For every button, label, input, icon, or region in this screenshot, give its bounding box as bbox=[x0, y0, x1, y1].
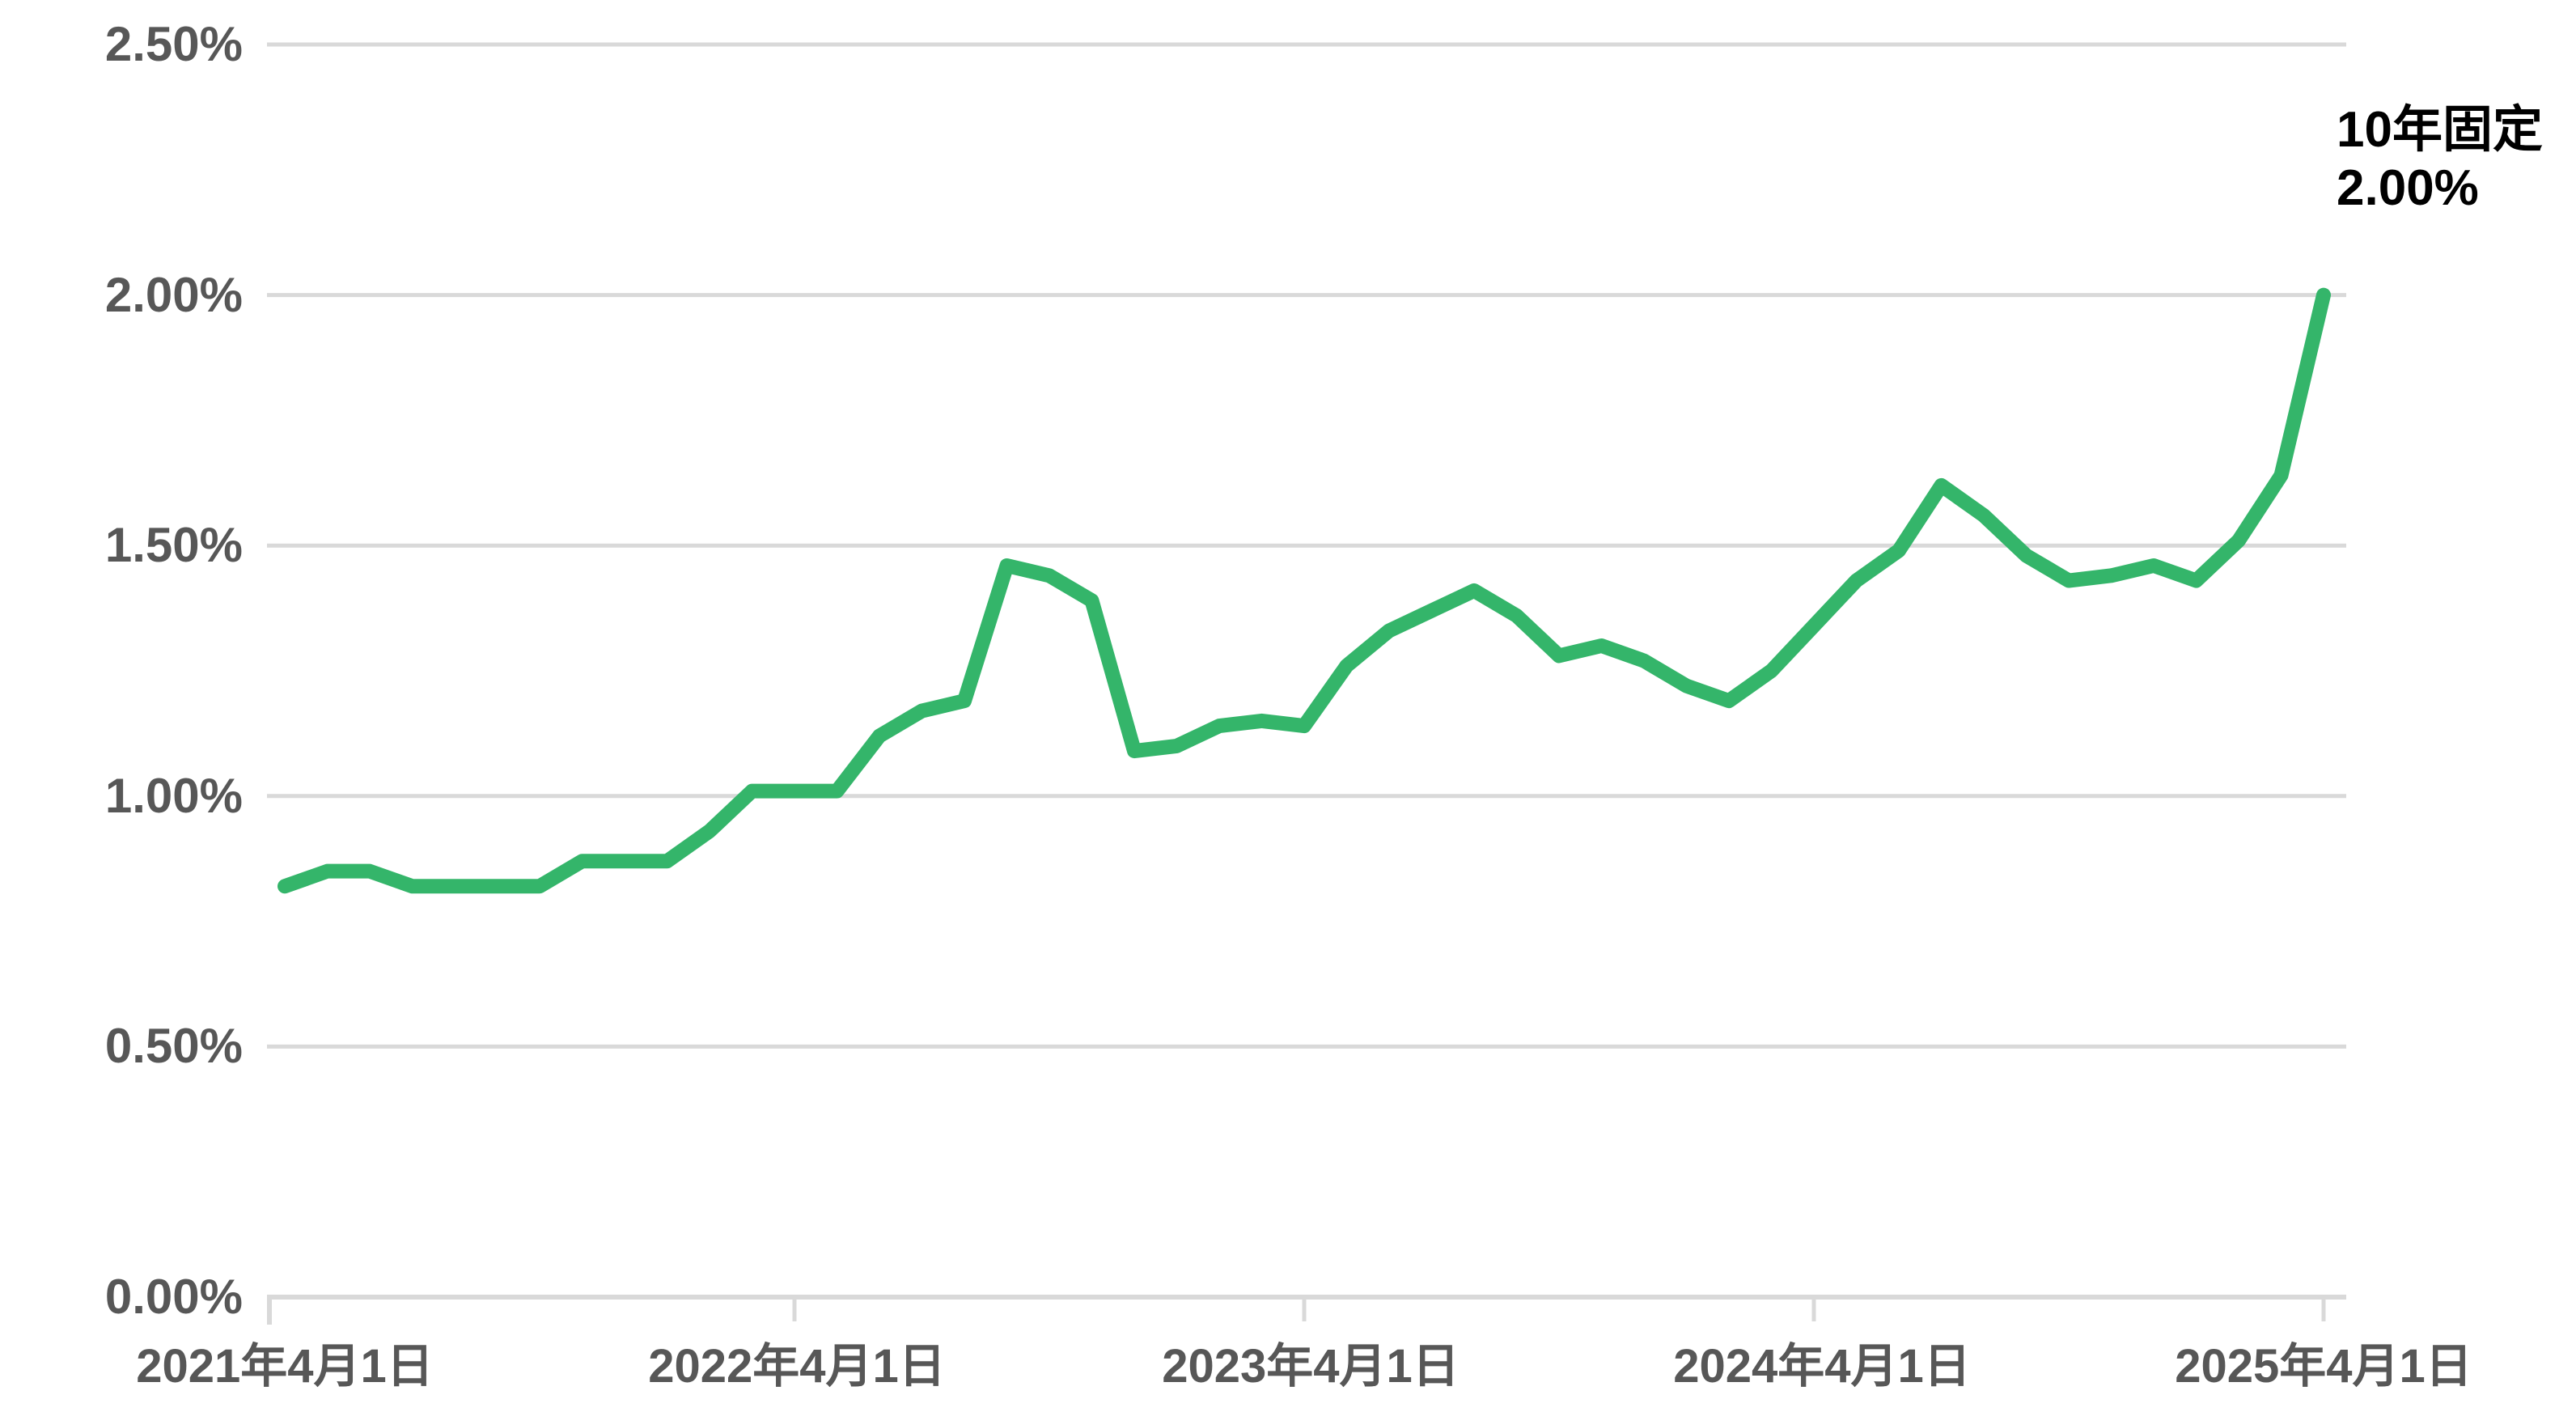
x-axis-tick-text: 2021年4月1日 bbox=[136, 1340, 434, 1393]
y-axis-tick-text: 2.50% bbox=[104, 17, 243, 71]
y-axis-tick-text: 1.50% bbox=[104, 518, 243, 572]
x-axis-tick-label: 2023年4月1日 bbox=[1162, 1343, 1460, 1390]
y-axis-tick-label: 0.00% bbox=[0, 1273, 243, 1321]
x-axis-tick-label: 2021年4月1日 bbox=[136, 1343, 434, 1390]
x-axis-tick-text: 2025年4月1日 bbox=[2175, 1340, 2472, 1393]
y-axis-tick-label: 1.50% bbox=[0, 521, 243, 570]
gridlines bbox=[267, 42, 2346, 1049]
x-axis-tick-label: 2025年4月1日 bbox=[2175, 1343, 2472, 1390]
x-axis-tick-text: 2024年4月1日 bbox=[1673, 1340, 1971, 1393]
series-end-label: 10年固定 bbox=[2337, 102, 2543, 158]
x-axis-tick-label: 2024年4月1日 bbox=[1673, 1343, 1971, 1390]
y-axis-tick-text: 0.00% bbox=[104, 1270, 243, 1324]
y-axis-tick-text: 1.00% bbox=[104, 769, 243, 823]
y-axis-tick-text: 2.00% bbox=[104, 268, 243, 322]
x-axis-tick-text: 2023年4月1日 bbox=[1162, 1340, 1460, 1393]
x-axis-tick-text: 2022年4月1日 bbox=[648, 1340, 946, 1393]
y-axis-tick-label: 2.50% bbox=[0, 20, 243, 69]
axis-lines bbox=[267, 1295, 2346, 1325]
y-axis-tick-label: 0.50% bbox=[0, 1022, 243, 1071]
y-axis-tick-label: 1.00% bbox=[0, 772, 243, 820]
series-line-10-year-fixed bbox=[278, 287, 2331, 894]
y-axis-tick-label: 2.00% bbox=[0, 271, 243, 320]
series-end-value: 2.00% bbox=[2337, 160, 2479, 216]
x-axis-tick-label: 2022年4月1日 bbox=[648, 1343, 946, 1390]
y-axis-tick-text: 0.50% bbox=[104, 1019, 243, 1073]
